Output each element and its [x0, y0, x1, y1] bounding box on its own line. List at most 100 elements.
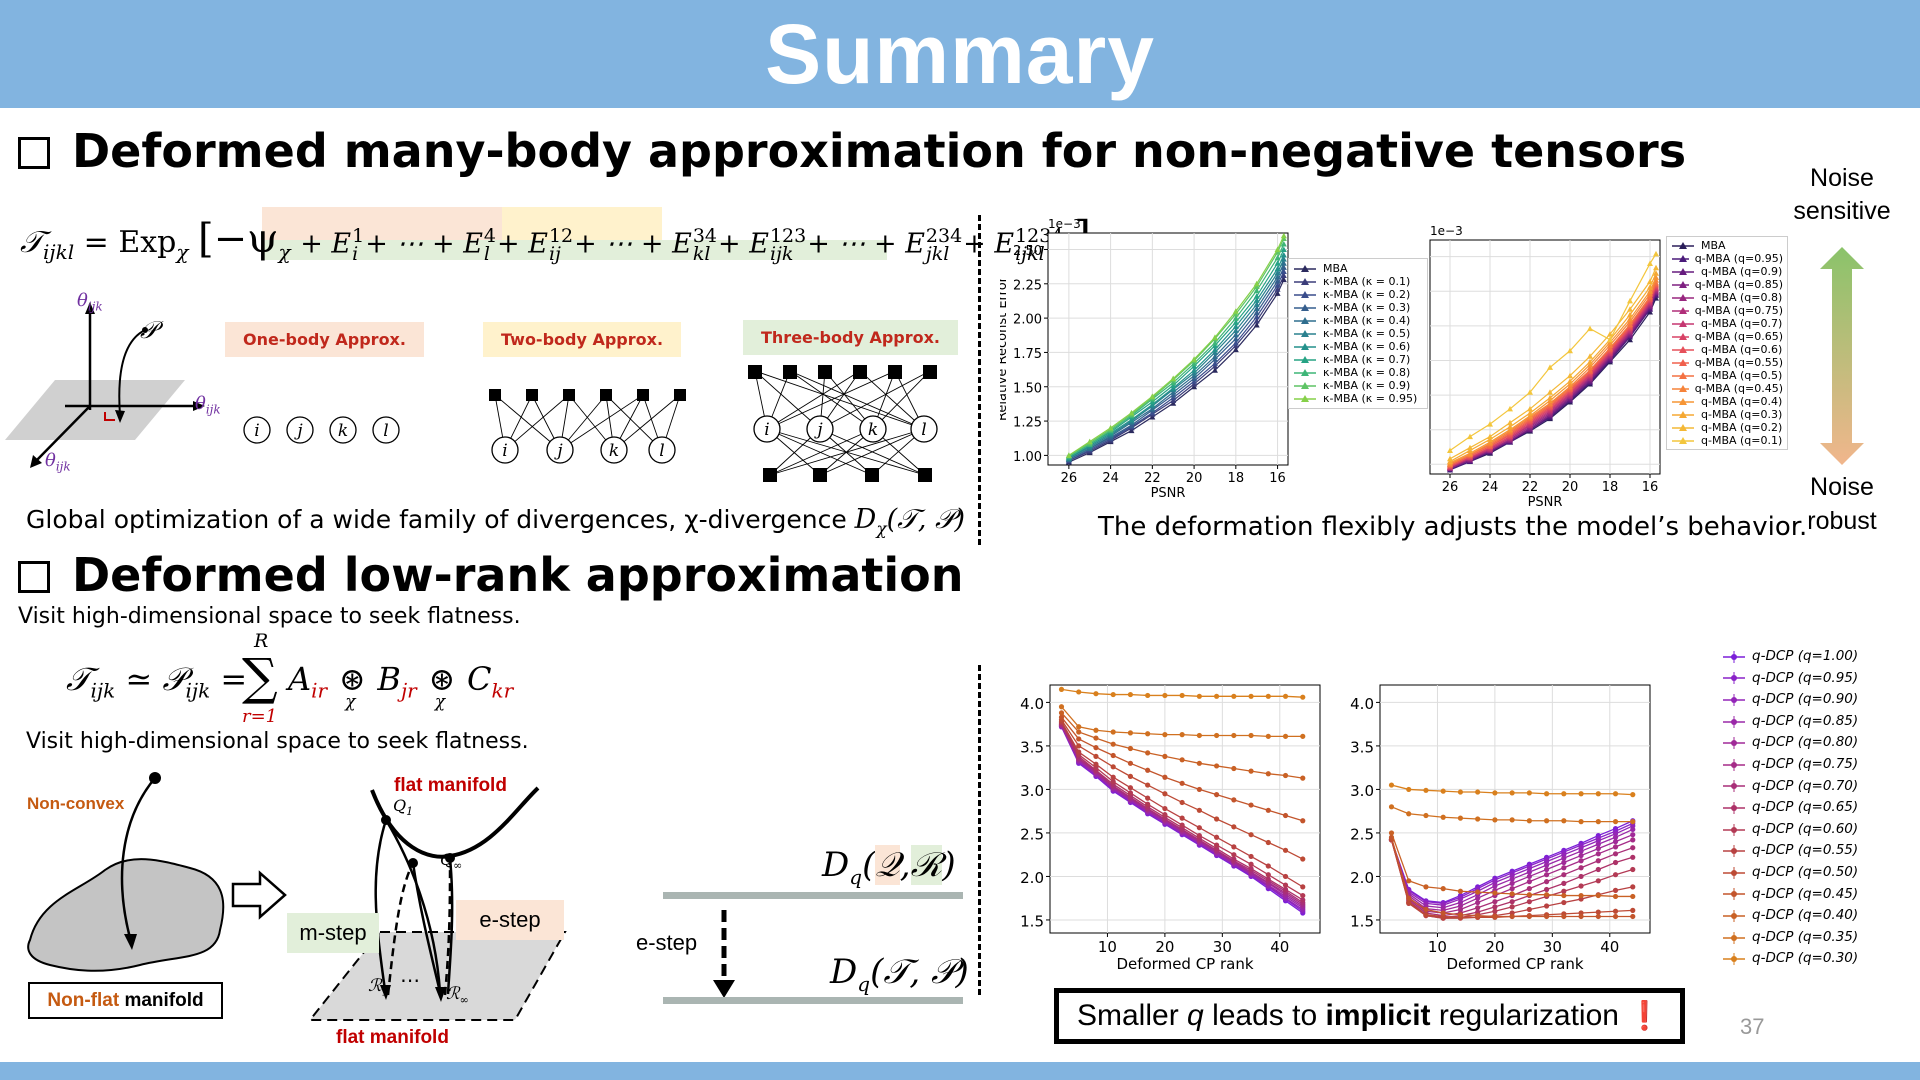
eq-term-base: + E: [497, 228, 548, 259]
legend-swatch-marker: [1679, 423, 1687, 431]
legend-item: q-MBA (q=0.4): [1671, 395, 1783, 408]
data-point: [1475, 789, 1481, 795]
node-l: [648, 436, 676, 464]
tick-label-y: 2.0: [1020, 869, 1044, 887]
data-point: [1627, 311, 1633, 318]
legend-swatch-marker: [1731, 761, 1737, 768]
legend-label: q-DCP (q=0.80): [1752, 734, 1859, 751]
legend-swatch-marker: [1731, 696, 1737, 703]
dq-top-arg-r: ℛ: [910, 845, 943, 885]
legend-swatch-marker: [1731, 956, 1737, 963]
legend-swatch-icon: [1294, 264, 1316, 272]
legend-label: κ-MBA (κ = 0.2): [1323, 288, 1411, 301]
data-point: [1145, 767, 1151, 773]
tick-label-y: 1.5: [1350, 912, 1374, 930]
theta-right-sub: ijk: [205, 402, 221, 417]
data-point: [1543, 879, 1550, 885]
cp-sum-bottom: r=1: [242, 706, 278, 727]
data-point: [1612, 887, 1619, 893]
data-point: [1211, 334, 1218, 340]
data-point: [1211, 367, 1218, 373]
qinf-label: Q∞: [440, 850, 463, 873]
data-point: [1406, 878, 1412, 884]
legend-swatch-marker: [1679, 254, 1687, 262]
data-point: [1612, 913, 1619, 920]
flat-manifold-top-label: flat manifold: [394, 775, 507, 796]
data-point: [1561, 855, 1567, 861]
noise-bottom-line2: robust: [1807, 507, 1877, 535]
edge: [766, 428, 926, 476]
series-line-13: [1449, 272, 1657, 463]
legend-label: q-MBA (q=0.4): [1701, 395, 1783, 408]
data-point: [1543, 791, 1550, 797]
tick-label-y: 1.50: [1013, 381, 1042, 396]
data-point: [1526, 899, 1532, 905]
boxed-middle: leads to: [1212, 999, 1318, 1032]
eq-exp-sub: χ: [176, 240, 189, 264]
data-point: [1076, 736, 1082, 742]
series-line-10: [1449, 282, 1657, 465]
factor-square: [853, 365, 867, 379]
legend-swatch-marker: [1679, 345, 1687, 353]
tick-label-x: 24: [1482, 480, 1499, 495]
legend-swatch-icon: [1723, 953, 1745, 966]
data-point: [1076, 743, 1082, 749]
tick-label-y: 1.25: [1013, 416, 1042, 431]
data-point: [1567, 381, 1573, 387]
cp-eq: =: [220, 660, 248, 698]
legend-swatch-icon: [1294, 381, 1316, 389]
eq-term-sup: 234: [925, 224, 963, 247]
data-point: [1595, 866, 1601, 873]
legend-label: q-MBA (q=0.95): [1694, 252, 1783, 265]
tick-label-x: 18: [1228, 471, 1245, 486]
data-point: [1388, 804, 1395, 810]
data-point: [1440, 886, 1446, 892]
data-point: [1110, 691, 1116, 698]
factor-square: [888, 365, 902, 379]
data-point: [1280, 260, 1287, 266]
eq-psi-sub: χ: [278, 240, 291, 264]
data-point: [1274, 273, 1281, 280]
edge: [789, 370, 925, 430]
legend-swatch-icon: [1723, 693, 1745, 706]
data-point: [1509, 876, 1515, 882]
legend-swatch-icon: [1294, 277, 1316, 285]
data-point: [1612, 834, 1619, 840]
projection-arrow: [118, 329, 146, 416]
node-i: [491, 436, 519, 464]
theta-left-label: θijk: [45, 450, 71, 474]
eq-term-sup: 4: [483, 224, 497, 247]
data-point: [1612, 859, 1619, 866]
data-point: [1162, 774, 1168, 780]
data-point: [1653, 250, 1659, 257]
data-point: [1162, 732, 1168, 738]
x-axis-label: PSNR: [1151, 486, 1186, 501]
data-point: [1232, 319, 1239, 325]
data-point: [1647, 291, 1653, 297]
axis-diagonal-arrow-icon: [30, 455, 42, 468]
chart-qdcp-right: 10 20 30 40 1.5 2.0 2.5 3.0 3.5 4.0 Deformed CP ra…: [1350, 684, 1651, 970]
legend-swatch-icon: [1723, 888, 1745, 901]
legend-item: q-DCP (q=0.95): [1722, 668, 1912, 690]
geometry-sketch: [5, 302, 205, 468]
data-point: [1595, 913, 1601, 920]
data-point: [1191, 367, 1198, 373]
legend-item: κ-MBA (κ = 0.2): [1293, 288, 1423, 301]
node-i: [753, 415, 781, 443]
legend-swatch-marker: [1731, 675, 1737, 682]
cp-a: A: [288, 660, 312, 698]
data-point: [1162, 753, 1168, 759]
legend-swatch-marker: [1679, 241, 1687, 249]
data-point: [1127, 745, 1134, 752]
data-point: [1475, 899, 1481, 906]
em-diagram: [307, 786, 567, 1021]
data-point: [1406, 811, 1412, 817]
divider-bottom: [978, 665, 981, 995]
edge: [494, 394, 561, 451]
legend-item: q-DCP (q=0.30): [1722, 948, 1912, 970]
node-label-i: i: [764, 420, 769, 440]
series-line-5: [1068, 258, 1285, 459]
data-point: [1058, 714, 1065, 720]
noise-top-line1: Noise: [1810, 164, 1874, 192]
data-point: [1467, 447, 1473, 453]
